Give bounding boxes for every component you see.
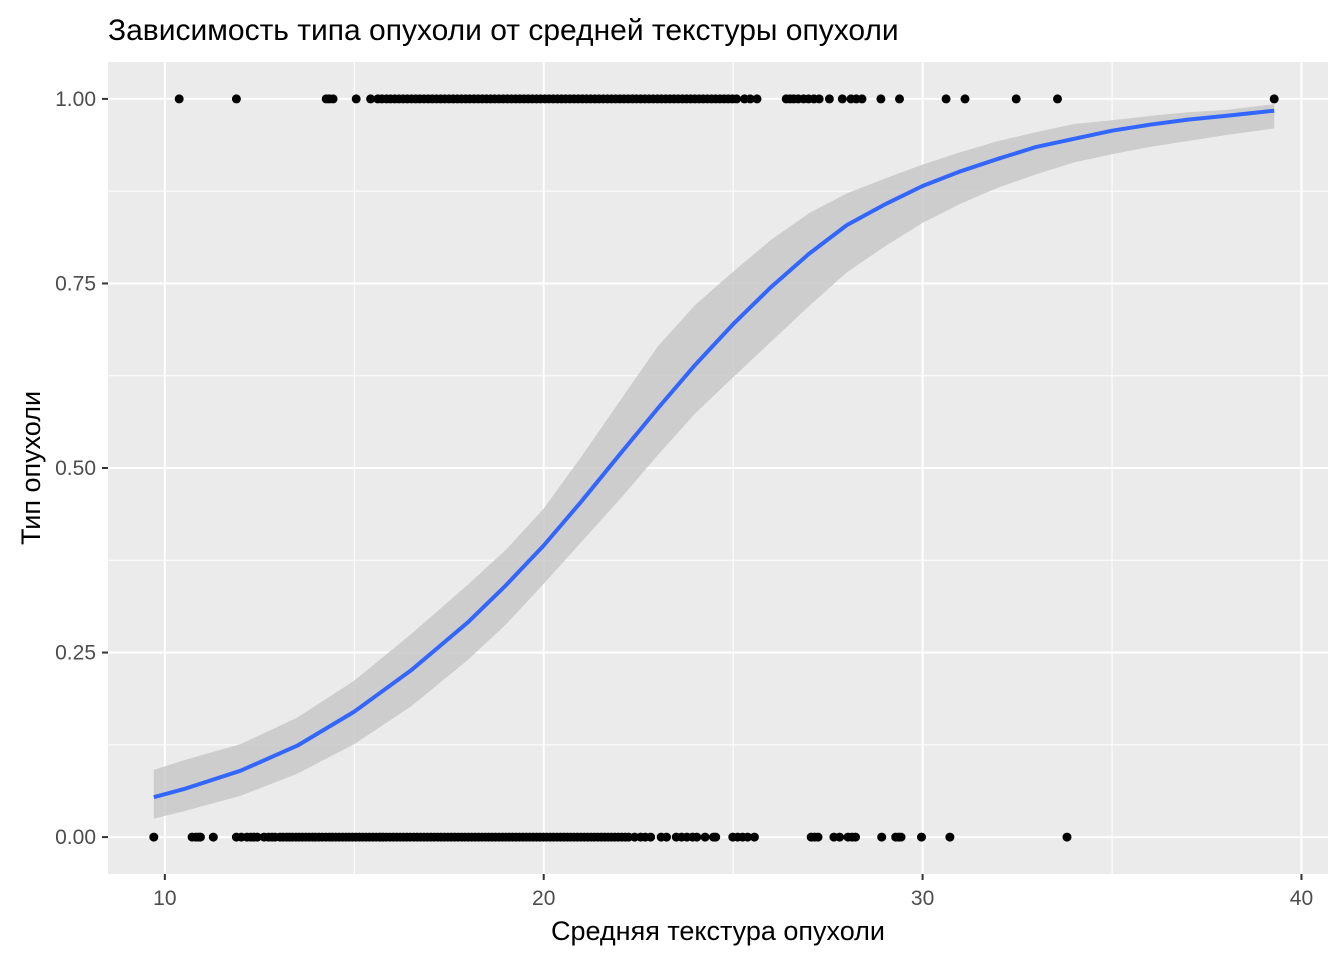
data-point — [876, 94, 886, 104]
data-point — [252, 832, 262, 842]
y-tick-label: 0.00 — [55, 826, 96, 849]
y-axis-title: Тип опухоли — [16, 391, 46, 545]
data-point — [1011, 94, 1021, 104]
data-point — [149, 832, 159, 842]
data-point — [752, 94, 762, 104]
data-point — [351, 94, 361, 104]
data-points — [149, 94, 1279, 842]
data-point — [366, 94, 376, 104]
data-point — [813, 832, 823, 842]
data-point — [195, 832, 205, 842]
data-point — [941, 94, 951, 104]
y-tick-label: 1.00 — [55, 88, 96, 111]
x-axis: 10 20 30 40 — [153, 874, 1313, 910]
x-tick-label: 30 — [911, 887, 934, 910]
data-point — [743, 832, 753, 842]
data-point — [1053, 94, 1062, 104]
data-point — [174, 94, 184, 104]
data-point — [824, 94, 834, 104]
data-point — [208, 832, 218, 842]
data-point — [835, 832, 845, 842]
data-point — [1269, 94, 1279, 104]
data-point — [814, 94, 824, 104]
chart-title: Зависимость типа опухоли от средней текс… — [108, 14, 899, 47]
data-point — [231, 94, 241, 104]
y-axis: 0.00 0.25 0.50 0.75 1.00 — [55, 88, 108, 849]
data-point — [662, 832, 671, 842]
data-point — [732, 94, 742, 104]
y-tick-label: 0.25 — [55, 642, 96, 665]
data-point — [896, 832, 906, 842]
data-point — [877, 832, 887, 842]
data-point — [851, 832, 860, 842]
x-axis-title: Средняя текстура опухоли — [551, 916, 885, 946]
y-tick-label: 0.75 — [55, 272, 96, 295]
data-point — [857, 94, 867, 104]
data-point — [837, 94, 847, 104]
data-point — [328, 94, 338, 104]
x-tick-label: 20 — [532, 887, 555, 910]
data-point — [749, 832, 759, 842]
data-point — [960, 94, 970, 104]
logistic-fit-line — [153, 108, 1275, 800]
data-point — [1062, 832, 1072, 842]
data-point — [745, 94, 755, 104]
x-tick-label: 10 — [153, 887, 176, 910]
y-tick-label: 0.50 — [55, 457, 96, 480]
data-point — [711, 832, 721, 842]
data-point — [700, 832, 710, 842]
data-point — [692, 832, 702, 842]
data-point — [895, 94, 904, 104]
data-point — [917, 832, 926, 842]
data-point — [945, 832, 955, 842]
data-point — [646, 832, 656, 842]
confidence-ribbon — [153, 104, 1275, 819]
x-tick-label: 40 — [1290, 887, 1313, 910]
major-gridlines — [108, 62, 1328, 874]
